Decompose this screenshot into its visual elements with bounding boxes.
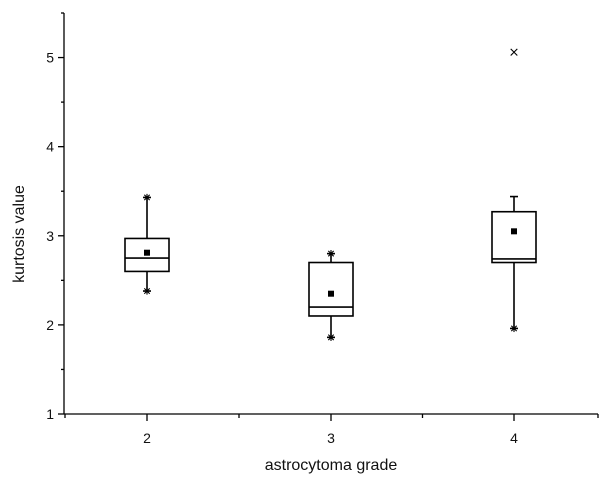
- extreme-point: [327, 333, 335, 341]
- outlier-point: [510, 48, 518, 56]
- x-tick-label: 3: [327, 430, 335, 446]
- y-tick-label: 3: [46, 228, 54, 244]
- box-group-grade-2: [124, 193, 170, 295]
- mean-marker: [328, 290, 334, 297]
- y-tick-label: 1: [46, 406, 54, 422]
- extreme-point: [143, 287, 151, 295]
- extreme-point: [143, 193, 151, 202]
- extreme-stroke: [510, 325, 518, 332]
- x-axis-title: astrocytoma grade: [265, 457, 398, 474]
- x-tick-label: 2: [143, 430, 151, 446]
- mean-marker: [511, 228, 517, 235]
- y-tick-label: 2: [46, 317, 54, 333]
- y-tick-label: 5: [46, 50, 54, 66]
- y-ticks: 1 2 3 4 5: [46, 12, 64, 422]
- x-tick-label: 4: [510, 430, 518, 446]
- boxes: [124, 48, 537, 341]
- box-group-grade-3: [308, 250, 354, 341]
- iqr-box: [491, 210, 537, 264]
- mean-marker: [144, 249, 150, 256]
- extreme-stroke: [327, 334, 335, 341]
- iqr-box: [308, 261, 354, 317]
- outlier-stroke: [510, 48, 518, 56]
- extreme-point: [327, 250, 335, 258]
- extreme-stroke: [327, 250, 335, 257]
- extreme-stroke: [143, 194, 151, 201]
- y-tick-label: 4: [46, 139, 54, 155]
- x-ticks: 2 3 4: [64, 414, 599, 446]
- box-group-grade-4: [491, 48, 537, 333]
- y-axis-title: kurtosis value: [11, 185, 28, 283]
- extreme-point: [510, 324, 518, 333]
- extreme-stroke: [143, 287, 151, 295]
